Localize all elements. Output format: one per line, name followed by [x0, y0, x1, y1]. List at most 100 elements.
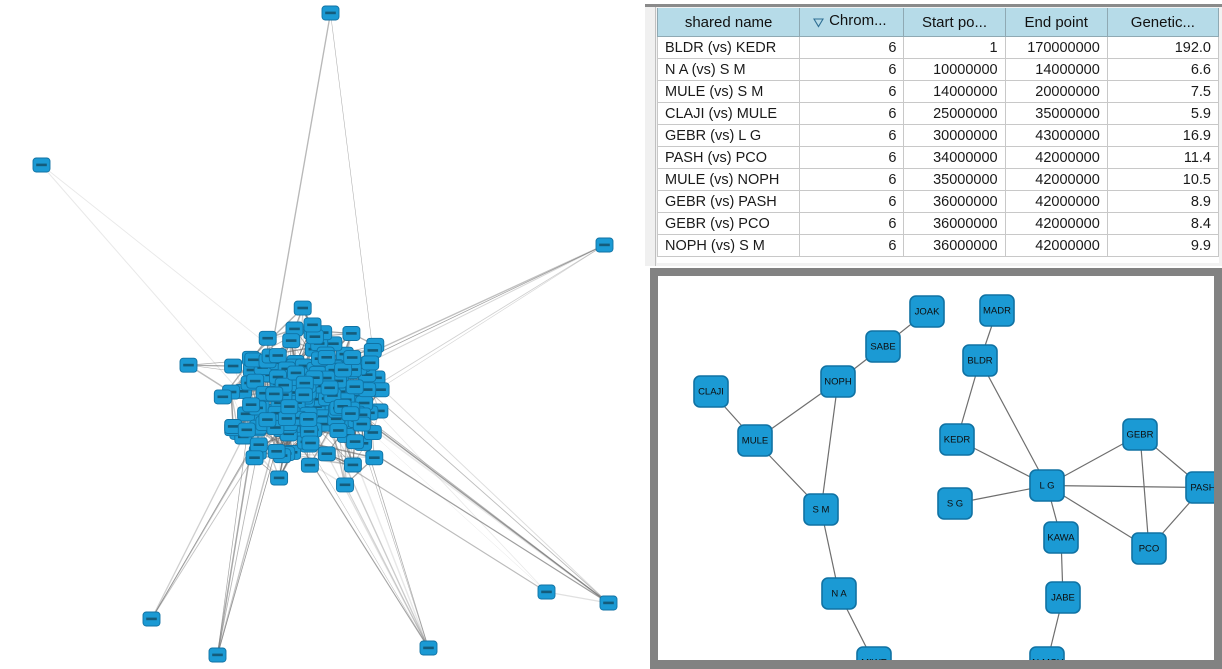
node-shape[interactable] [1131, 532, 1167, 565]
node-shape[interactable] [737, 424, 773, 457]
node-shape[interactable] [1029, 469, 1065, 502]
table-cell-genetic: 6.6 [1106, 58, 1219, 81]
subnetwork-node[interactable]: JABE [1045, 581, 1081, 614]
table-row[interactable]: GEBR (vs) PCO 6 36000000 42000000 8.4 [657, 212, 1219, 235]
network-node-label [284, 405, 295, 408]
table-cell-start_point: 36000000 [903, 190, 1006, 213]
table-row[interactable]: CLAJI (vs) MULE 6 25000000 35000000 5.9 [657, 102, 1219, 125]
table-cell-shared_name: PASH (vs) PCO [657, 146, 801, 169]
network-node-label [288, 391, 300, 394]
node-shape[interactable] [937, 487, 973, 520]
table-cell-shared_name: GEBR (vs) L G [657, 124, 801, 147]
node-shape[interactable] [1029, 646, 1065, 660]
network-edge [322, 416, 430, 649]
subnetwork-node[interactable]: MADR [979, 294, 1015, 327]
column-header-start-point[interactable]: Start po... [903, 8, 1006, 37]
table-row[interactable]: N A (vs) S M 6 10000000 14000000 6.6 [657, 58, 1219, 81]
table-row[interactable]: MULE (vs) S M 6 14000000 20000000 7.5 [657, 80, 1219, 103]
node-shape[interactable] [803, 493, 839, 526]
table-row[interactable]: GEBR (vs) PASH 6 36000000 42000000 8.9 [657, 190, 1219, 213]
subnetwork-edge[interactable] [1046, 484, 1204, 489]
column-header-shared-name[interactable]: shared name [657, 8, 801, 37]
table-row[interactable]: PASH (vs) PCO 6 34000000 42000000 11.4 [657, 146, 1219, 169]
node-shape[interactable] [856, 646, 892, 660]
edge-table[interactable]: shared name Chrom... [657, 8, 1219, 257]
edge-table-scroll-area[interactable]: shared name Chrom... [657, 8, 1219, 263]
network-node-label [349, 385, 361, 388]
network-edge [354, 441, 609, 604]
node-shape[interactable] [939, 423, 975, 456]
table-row[interactable]: BLDR (vs) KEDR 6 1 170000000 192.0 [657, 36, 1219, 59]
column-header-chromosome[interactable]: Chrom... [799, 8, 905, 37]
network-node-label [246, 368, 258, 372]
node-shape[interactable] [821, 577, 857, 610]
network-node-label [36, 163, 47, 167]
subnetwork-node[interactable]: MULE [737, 424, 773, 457]
table-cell-genetic: 11.4 [1106, 146, 1219, 169]
table-cell-start_point: 30000000 [903, 124, 1006, 147]
column-header-end-point[interactable]: End point [1004, 8, 1108, 37]
network-edge [217, 444, 260, 656]
subnetwork-node[interactable]: N A [821, 577, 857, 610]
subnetwork-node[interactable]: JOAK [909, 295, 945, 328]
node-shape[interactable] [909, 295, 945, 328]
edge-table-body[interactable]: BLDR (vs) KEDR 6 1 170000000 192.0 N A (vs) S… [657, 36, 1219, 257]
table-row-gutter[interactable] [645, 7, 656, 266]
subnetwork-edge[interactable] [979, 360, 1048, 486]
network-node-label [273, 476, 285, 480]
network-node-label [281, 367, 292, 371]
subnetwork-node[interactable]: S M [803, 493, 839, 526]
network-node-label [298, 364, 310, 368]
full-network-canvas[interactable] [0, 0, 645, 669]
node-shape[interactable] [962, 344, 998, 377]
node-shape[interactable] [693, 375, 729, 408]
node-shape[interactable] [1045, 581, 1081, 614]
subnetwork-node[interactable]: L G [1029, 469, 1065, 502]
node-shape[interactable] [1122, 418, 1158, 451]
subnetwork-node[interactable]: S G [937, 487, 973, 520]
network-node-label [253, 443, 265, 446]
subnetwork-node[interactable]: GEBR [1122, 418, 1158, 451]
table-row[interactable]: GEBR (vs) L G 6 30000000 43000000 16.9 [657, 124, 1219, 147]
subnetwork-edge[interactable] [820, 381, 839, 510]
table-cell-start_point: 14000000 [903, 80, 1006, 103]
subnetwork-node[interactable]: SABE [865, 330, 901, 363]
subnetwork-node[interactable]: NOPH [820, 365, 856, 398]
table-cell-chromosome: 6 [799, 58, 905, 81]
subnetwork-node[interactable]: CLAJI [693, 375, 729, 408]
network-node-label [237, 390, 249, 393]
column-header-genetic[interactable]: Genetic... [1106, 8, 1219, 37]
table-cell-end_point: 42000000 [1004, 146, 1108, 169]
subnetwork-node[interactable]: MIWE [856, 646, 892, 660]
network-node-label [367, 431, 379, 434]
network-node-label [371, 376, 382, 380]
subnetwork-node[interactable]: ALMCH [1029, 646, 1065, 660]
network-node-label [272, 375, 284, 379]
network-node-label [262, 336, 273, 340]
column-header-label: shared name [684, 13, 773, 31]
network-node-label [309, 335, 321, 338]
network-node-label [298, 393, 310, 397]
subnetwork-edge[interactable] [1139, 434, 1150, 549]
subnetwork-node[interactable]: PCO [1131, 532, 1167, 565]
table-cell-genetic: 7.5 [1106, 80, 1219, 103]
table-row[interactable]: NOPH (vs) S M 6 36000000 42000000 9.9 [657, 234, 1219, 257]
subnetwork-node[interactable]: PASH [1185, 471, 1214, 504]
node-shape[interactable] [865, 330, 901, 363]
subnetwork-node[interactable]: KEDR [939, 423, 975, 456]
full-network-panel[interactable] [0, 0, 645, 669]
node-shape[interactable] [979, 294, 1015, 327]
node-shape[interactable] [1185, 471, 1214, 504]
network-node-label [248, 358, 259, 362]
node-shape[interactable] [820, 365, 856, 398]
edge-table-panel[interactable]: shared name Chrom... [645, 0, 1222, 268]
node-shape[interactable] [1043, 521, 1079, 554]
network-edge [342, 405, 609, 604]
network-node-label [330, 417, 342, 421]
subnetwork-node[interactable]: KAWA [1043, 521, 1079, 554]
subnetwork-node[interactable]: BLDR [962, 344, 998, 377]
table-row[interactable]: MULE (vs) NOPH 6 35000000 42000000 10.5 [657, 168, 1219, 191]
